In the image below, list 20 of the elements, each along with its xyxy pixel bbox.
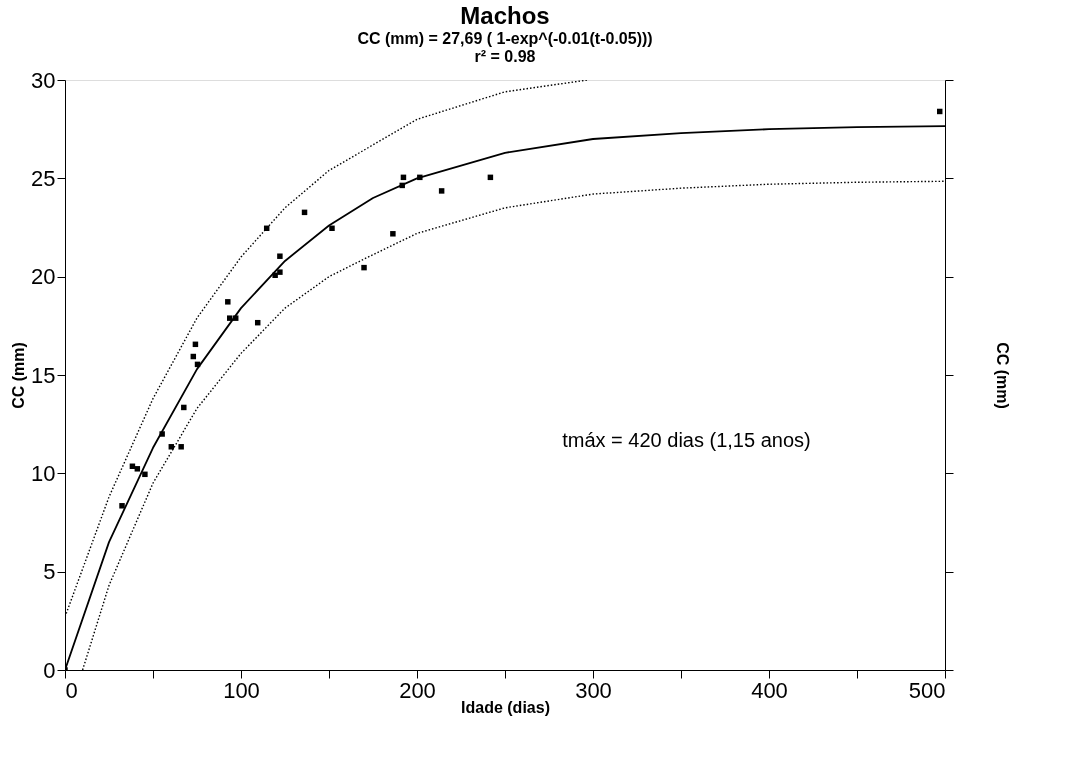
- y-tick-label: 25: [31, 165, 56, 191]
- y-tick-label: 10: [31, 460, 56, 486]
- y2-axis-title: CC (mm): [994, 342, 1011, 409]
- x-tick-label: 100: [223, 677, 260, 703]
- x-axis-title: Idade (dias): [461, 698, 550, 716]
- y-axis-title: CC (mm): [10, 342, 28, 409]
- y-tick-label: 5: [43, 559, 56, 585]
- text: r² = 0.98: [474, 48, 536, 65]
- x-tick-label: 500: [908, 677, 946, 703]
- y-tick-label: 20: [31, 264, 56, 290]
- annotation: tmáx = 420 dias (1,15 anos): [562, 429, 811, 452]
- chart-title: Machos: [460, 2, 550, 29]
- y-tick-label: 30: [31, 67, 56, 93]
- x-tick-label: 200: [399, 677, 436, 703]
- x-tick-label: 400: [751, 677, 788, 703]
- text: CC (mm) = 27,69 ( 1-exp^(-0.01(t-0.05))): [357, 30, 653, 47]
- y-tick-label: 0: [43, 657, 56, 683]
- y-tick-label: 15: [31, 362, 56, 388]
- x-tick-label: 0: [65, 677, 78, 703]
- x-tick-label: 300: [575, 677, 612, 703]
